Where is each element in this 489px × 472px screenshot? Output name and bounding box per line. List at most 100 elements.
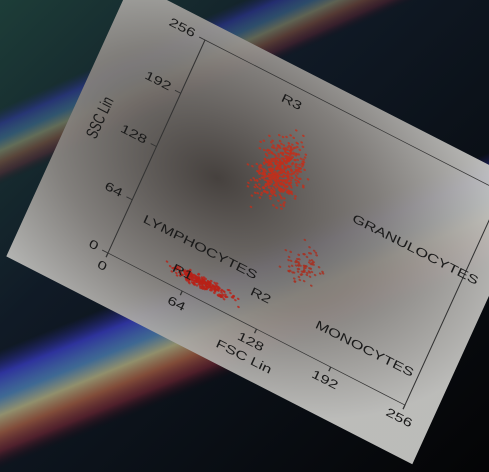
cell-dot (274, 183, 278, 186)
cell-dot (188, 282, 191, 285)
cell-dot (266, 182, 270, 185)
cell-dot (276, 145, 280, 148)
cell-dot (294, 178, 297, 182)
cell-dot (214, 283, 218, 286)
cell-dot (260, 191, 264, 195)
cell-dot (275, 156, 279, 159)
cell-dot (207, 285, 211, 288)
cell-dot (184, 269, 187, 272)
y-tick (199, 36, 206, 41)
cell-dot (302, 253, 306, 256)
cell-dot (191, 276, 195, 280)
cell-dot (293, 197, 297, 200)
cell-dot (210, 289, 213, 292)
cell-dot (219, 295, 222, 298)
cell-dot (278, 187, 282, 191)
cell-dot (209, 279, 213, 283)
cell-dot (294, 165, 298, 169)
cell-dot (273, 179, 277, 182)
cell-dot (179, 271, 183, 274)
cell-dot (267, 167, 271, 171)
cell-dot (237, 305, 240, 309)
cell-dot (295, 181, 298, 185)
cell-dot (184, 272, 188, 275)
cell-dot (262, 139, 266, 142)
cell-dot (262, 148, 266, 152)
cell-dot (250, 194, 254, 197)
cell-dot (295, 176, 299, 179)
cell-dot (281, 175, 285, 178)
x-tick (179, 290, 183, 296)
cell-dot (304, 153, 308, 156)
cell-dot (252, 177, 255, 180)
cell-dot (294, 195, 297, 198)
cell-dot (185, 277, 189, 280)
cell-dot (270, 181, 274, 184)
x-tick (328, 366, 332, 372)
cell-dot (178, 265, 182, 269)
cell-dot (272, 172, 276, 175)
cell-dot (193, 273, 196, 276)
cell-dot (262, 162, 266, 165)
cell-dot (282, 197, 286, 200)
cell-dot (269, 179, 273, 182)
y-tick (101, 249, 109, 254)
cell-dot (289, 173, 293, 176)
cell-dot (280, 157, 284, 160)
cell-dot (296, 172, 299, 175)
cell-dot (294, 174, 298, 177)
cell-dot (287, 142, 291, 145)
cell-dot (266, 179, 270, 182)
cell-dot (286, 146, 290, 149)
cell-dot (290, 176, 293, 179)
cell-dot (258, 177, 262, 181)
cell-dot (296, 268, 300, 271)
cell-dot (295, 184, 299, 187)
cell-dot (313, 273, 317, 277)
cell-dot (272, 144, 275, 147)
cell-dot (205, 284, 208, 287)
cell-dot (271, 158, 275, 161)
cell-dot (285, 135, 288, 139)
cell-dot (288, 158, 291, 161)
cell-dot (262, 176, 265, 179)
cell-dot (197, 272, 201, 276)
cell-dot (186, 273, 190, 277)
cell-dot (295, 162, 298, 166)
cell-dot (279, 151, 283, 154)
cell-dot (269, 141, 273, 144)
cell-dot (281, 170, 285, 173)
cell-dot (296, 158, 300, 161)
cell-dot (262, 169, 266, 173)
cell-dot (193, 283, 197, 286)
cell-dot (263, 178, 266, 181)
cell-dot (258, 196, 262, 199)
cell-dot (253, 179, 257, 182)
cell-dot (288, 154, 292, 157)
cell-dot (278, 193, 282, 196)
cell-dot (284, 162, 288, 165)
cell-dot (303, 168, 306, 171)
cell-dot (174, 265, 178, 269)
cell-dot (305, 255, 309, 259)
cell-dot (310, 259, 314, 262)
cell-dot (296, 166, 300, 169)
cell-dot (213, 281, 217, 284)
cell-dot (297, 253, 301, 256)
cell-dot (300, 165, 304, 168)
cell-dot (194, 277, 197, 280)
cell-dot (314, 251, 318, 254)
cell-dot (259, 164, 263, 167)
cell-dot (305, 273, 309, 277)
cell-dot (193, 279, 197, 282)
cell-dot (321, 272, 325, 275)
cell-dot (298, 148, 302, 151)
cell-dot (289, 250, 293, 253)
cell-dot (178, 268, 181, 271)
cell-dot (276, 175, 280, 178)
cell-dot (272, 146, 276, 149)
cell-dot (222, 298, 226, 301)
cell-dot (302, 161, 306, 164)
cell-dot (263, 173, 266, 177)
cell-dot (287, 259, 290, 262)
